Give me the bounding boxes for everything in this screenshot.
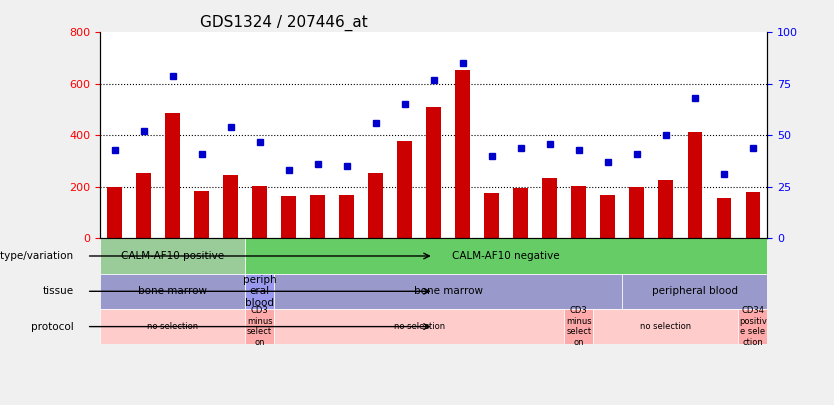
Bar	[245, 309, 274, 344]
Bar	[100, 238, 245, 274]
Text: periph
eral
blood: periph eral blood	[243, 275, 276, 308]
Bar	[194, 191, 208, 238]
Bar	[485, 193, 499, 238]
Bar	[100, 309, 245, 344]
Bar	[738, 309, 767, 344]
Bar	[746, 192, 760, 238]
Bar	[274, 309, 565, 344]
Bar	[310, 194, 325, 238]
Text: genotype/variation: genotype/variation	[0, 251, 73, 261]
Bar	[593, 309, 738, 344]
Bar	[600, 194, 615, 238]
Text: no selection: no selection	[641, 322, 691, 331]
Text: CALM-AF10 negative: CALM-AF10 negative	[452, 251, 560, 261]
Bar	[514, 188, 528, 238]
Bar	[165, 113, 180, 238]
Bar	[136, 173, 151, 238]
Bar	[339, 194, 354, 238]
Text: CALM-AF10 positive: CALM-AF10 positive	[121, 251, 224, 261]
Text: bone marrow: bone marrow	[138, 286, 207, 296]
Text: no selection: no selection	[394, 322, 445, 331]
Bar	[426, 107, 441, 238]
Bar	[245, 238, 767, 274]
Text: tissue: tissue	[43, 286, 73, 296]
Text: CD3
minus
select
on: CD3 minus select on	[566, 307, 591, 347]
Bar	[687, 132, 702, 238]
Text: protocol: protocol	[31, 322, 73, 332]
Bar	[542, 178, 557, 238]
Bar	[716, 198, 731, 238]
Bar	[622, 274, 767, 309]
Bar	[253, 185, 267, 238]
Bar	[224, 175, 238, 238]
Bar	[455, 70, 470, 238]
Bar	[565, 309, 593, 344]
Bar	[281, 196, 296, 238]
Text: peripheral blood: peripheral blood	[651, 286, 738, 296]
Text: GDS1324 / 207446_at: GDS1324 / 207446_at	[200, 15, 368, 31]
Text: CD34
positiv
e sele
ction: CD34 positiv e sele ction	[739, 307, 766, 347]
Bar	[571, 185, 586, 238]
Bar	[274, 274, 622, 309]
Text: bone marrow: bone marrow	[414, 286, 483, 296]
Bar	[369, 173, 383, 238]
Text: no selection: no selection	[147, 322, 198, 331]
Bar	[398, 141, 412, 238]
Bar	[245, 274, 274, 309]
Bar	[100, 274, 245, 309]
Bar	[659, 180, 673, 238]
Bar	[108, 187, 122, 238]
Bar	[630, 187, 644, 238]
Text: CD3
minus
select
on: CD3 minus select on	[247, 307, 273, 347]
